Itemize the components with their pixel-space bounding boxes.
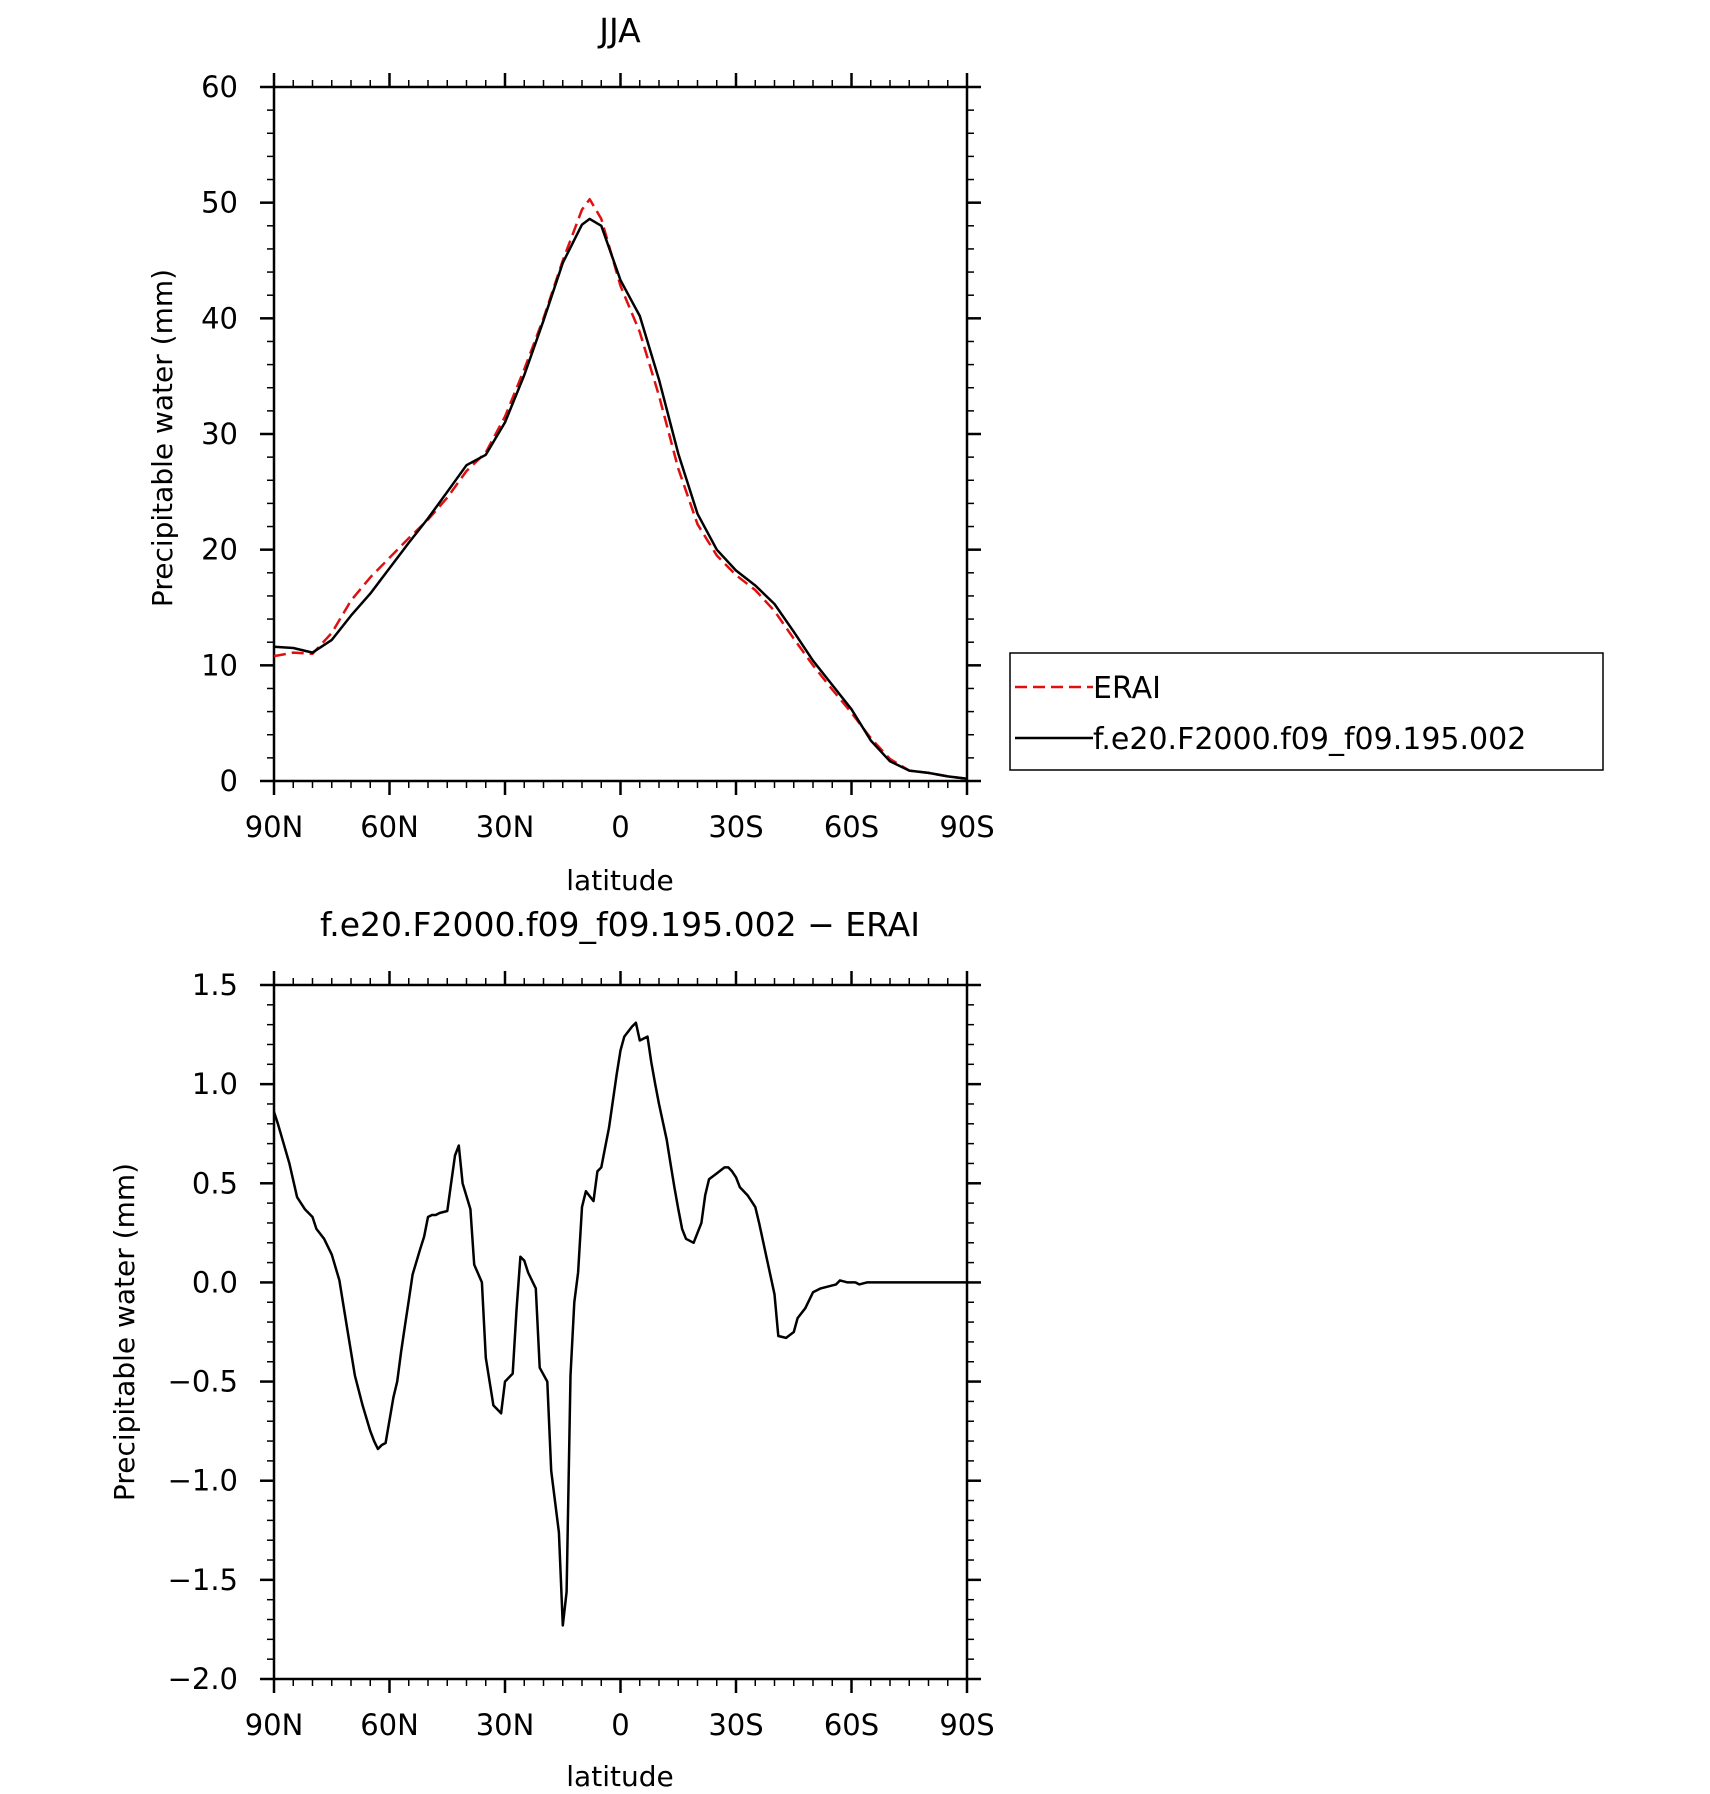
series-line-diff-0 — [272, 1021, 967, 1627]
y-tick-label: −0.5 — [168, 1365, 238, 1399]
x-axis-label: latitude — [566, 864, 673, 897]
plot-frame — [272, 983, 969, 1681]
plot-frame — [272, 85, 969, 783]
x-tick-label: 90S — [939, 810, 994, 844]
y-tick-label: 10 — [201, 648, 238, 682]
series-line-f-e20-f2000-f09-f09-195-002 — [273, 217, 968, 780]
x-tick-label: 90N — [245, 810, 304, 844]
x-tick-label: 60S — [824, 1708, 879, 1742]
y-axis-label: Precipitable water (mm) — [146, 269, 179, 607]
x-tick-label: 30S — [708, 810, 763, 844]
legend-label-erai: ERAI — [1093, 671, 1161, 706]
x-tick-label: 60N — [360, 1708, 419, 1742]
y-tick-label: 0 — [220, 764, 238, 798]
x-tick-label: 60S — [824, 810, 879, 844]
x-tick-label: 30S — [708, 1708, 763, 1742]
chart-title: JJA — [597, 11, 641, 50]
x-tick-label: 30N — [476, 1708, 535, 1742]
y-tick-label: 1.0 — [192, 1067, 238, 1101]
x-tick-label: 30N — [476, 810, 535, 844]
y-tick-label: −2.0 — [168, 1662, 238, 1696]
y-tick-label: −1.0 — [168, 1464, 238, 1498]
y-tick-label: 50 — [201, 186, 238, 220]
chart-difference: f.e20.F2000.f09_f09.195.002 − ERAI 90N 60… — [108, 905, 995, 1793]
legend: ERAI f.e20.F2000.f09_f09.195.002 — [1009, 652, 1604, 771]
y-tick-label: 0.5 — [192, 1166, 238, 1200]
x-tick-label: 90N — [245, 1708, 304, 1742]
y-tick-label: 40 — [201, 301, 238, 335]
series-line-erai — [273, 197, 968, 780]
chart-seasonal-mean: JJA 90N 60N 30N 0 30S 60S 90S 0 10 20 30 40 50 60 lat… — [146, 11, 995, 897]
x-axis-label: latitude — [566, 1760, 673, 1793]
y-tick-label: −1.5 — [168, 1563, 238, 1597]
legend-box — [1009, 652, 1604, 771]
x-tick-label: 90S — [939, 1708, 994, 1742]
y-tick-label: 1.5 — [192, 968, 238, 1002]
y-tick-label: 0.0 — [192, 1265, 238, 1299]
x-tick-label: 0 — [611, 810, 629, 844]
y-tick-label: 30 — [201, 417, 238, 451]
y-tick-label: 60 — [201, 70, 238, 104]
y-tick-label: 20 — [201, 533, 238, 567]
legend-label-model: f.e20.F2000.f09_f09.195.002 — [1093, 722, 1526, 757]
y-axis-label: Precipitable water (mm) — [108, 1163, 141, 1501]
x-tick-label: 60N — [360, 810, 419, 844]
x-tick-label: 0 — [611, 1708, 629, 1742]
chart-title: f.e20.F2000.f09_f09.195.002 − ERAI — [320, 905, 920, 944]
